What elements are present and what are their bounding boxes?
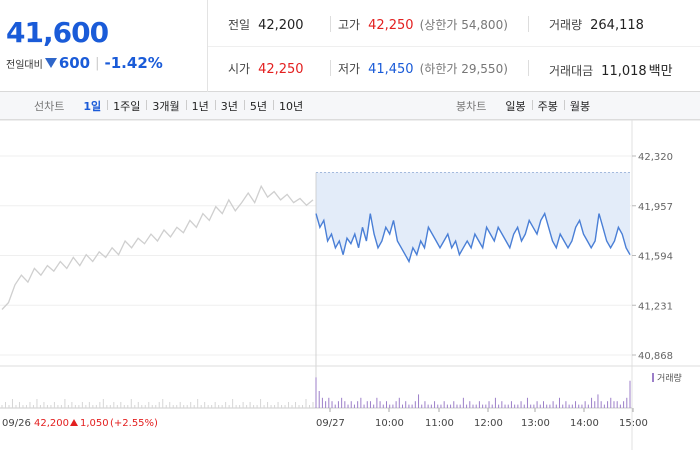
down-triangle-icon [44, 58, 57, 68]
tab-candle-2[interactable]: 월봉 [563, 98, 596, 114]
prev-day-change: 1,050 [80, 418, 109, 429]
stat-value: 11,018 [601, 64, 647, 79]
y-tick-label: 42,320 [638, 152, 673, 163]
series-area-today [316, 172, 630, 262]
tab-line-1[interactable]: 1주일 [107, 98, 146, 114]
price-box: 41,600 전일대비 600 | -1.42% [0, 0, 208, 92]
x-tick-label: 11:00 [425, 418, 454, 429]
divider [528, 60, 529, 76]
stat-low: 저가 41,450 (하한가 29,550) [338, 60, 508, 77]
divider [528, 16, 529, 32]
volume-legend-swatch [652, 373, 654, 382]
stat-value: 41,450 [368, 62, 414, 77]
y-tick-label: 41,231 [638, 301, 673, 312]
stat-high: 고가 42,250 (상한가 54,800) [338, 16, 508, 33]
current-price: 41,600 [6, 16, 109, 49]
tab-candle-0[interactable]: 일봉 [505, 100, 526, 113]
stat-sub: (하한가 29,550) [419, 62, 508, 76]
series-line-today [315, 211, 631, 264]
stat-value: 42,200 [258, 18, 304, 33]
tab-candle-1[interactable]: 주봉 [531, 98, 564, 114]
line-chart-label: 선차트 [34, 100, 65, 113]
stat-volume: 거래량 264,118 [549, 16, 644, 33]
change-row: 전일대비 600 | -1.42% [6, 54, 163, 72]
tab-line-6[interactable]: 10년 [273, 98, 309, 114]
x-tick-label: 15:00 [619, 418, 648, 429]
stat-amount: 거래대금 11,018 백만 [549, 60, 673, 79]
stat-prev-close: 전일 42,200 [228, 16, 304, 33]
x-tick-label: 12:00 [474, 418, 503, 429]
change-value: 600 [58, 54, 91, 72]
x-tick-label: 13:00 [521, 418, 550, 429]
tab-line-5[interactable]: 5년 [243, 98, 273, 114]
price-chart-svg: 42,320 41,957 41,594 41,231 40,868 거래량 09/27 10… [0, 120, 700, 450]
candle-chart-label: 봉차트 [456, 100, 487, 113]
tab-line-4[interactable]: 3년 [214, 98, 244, 114]
candle-chart-tabs: 봉차트 일봉 주봉 월봉 [456, 92, 596, 120]
change-percent: -1.42% [104, 54, 163, 72]
chart-tabs-bar: 선차트 1일 1주일 3개월 1년 3년 5년 10년 봉차트 일봉 주봉 월봉 [0, 92, 700, 120]
stat-label: 전일 [228, 18, 251, 32]
stat-sub: (상한가 54,800) [419, 18, 508, 32]
x-tick-label: 09/27 [316, 418, 345, 429]
y-tick-label: 41,957 [638, 202, 673, 213]
price-chart: 42,320 41,957 41,594 41,231 40,868 거래량 09/27 10… [0, 120, 700, 450]
x-tick-label: 14:00 [570, 418, 599, 429]
volume-legend-label: 거래량 [657, 372, 682, 384]
series-line-prev-day [1, 184, 314, 310]
change-label: 전일대비 [6, 59, 43, 71]
quote-panel: 41,600 전일대비 600 | -1.42% 전일 42,200 고가 42… [0, 0, 700, 92]
divider [330, 60, 331, 76]
stat-label: 거래량 [549, 18, 583, 32]
stat-value: 264,118 [590, 18, 644, 33]
line-chart-tabs: 선차트 1일 1주일 3개월 1년 3년 5년 10년 [34, 92, 309, 120]
prev-day-close: 42,200 [34, 418, 69, 429]
tab-line-0[interactable]: 1일 [83, 100, 102, 113]
stat-label: 고가 [338, 18, 361, 32]
stat-open: 시가 42,250 [228, 60, 304, 77]
tab-line-3[interactable]: 1년 [185, 98, 215, 114]
separator: | [95, 55, 100, 71]
stat-label: 거래대금 [549, 64, 594, 78]
y-tick-label: 40,868 [638, 351, 673, 362]
stat-unit: 백만 [648, 64, 673, 79]
y-tick-label: 41,594 [638, 252, 673, 263]
x-tick-label: 10:00 [375, 418, 404, 429]
stat-value: 42,250 [258, 62, 304, 77]
stat-value: 42,250 [368, 18, 414, 33]
stat-label: 시가 [228, 62, 251, 76]
tab-line-2[interactable]: 3개월 [146, 98, 185, 114]
divider [330, 16, 331, 32]
stats-row-divider [208, 46, 700, 47]
prev-day-date: 09/26 [2, 418, 31, 429]
stat-label: 저가 [338, 62, 361, 76]
up-triangle-icon [70, 419, 78, 426]
prev-day-change-pct: (+2.55%) [110, 418, 158, 429]
